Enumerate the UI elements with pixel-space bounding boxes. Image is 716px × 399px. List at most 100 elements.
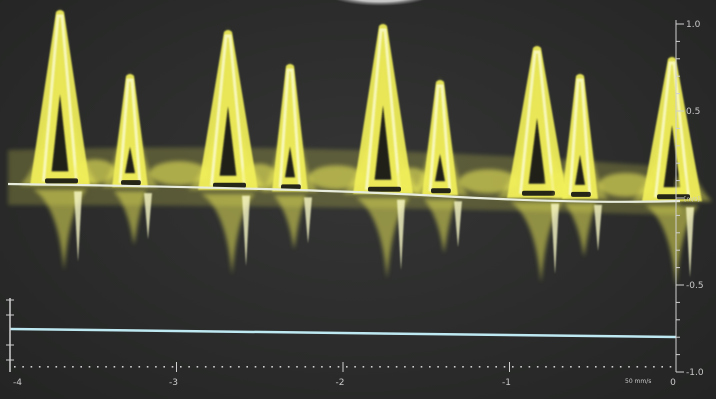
diastolic-flow bbox=[459, 169, 518, 194]
diastolic-flow bbox=[598, 172, 654, 197]
time-axis-dot bbox=[362, 366, 365, 368]
time-axis-dot bbox=[495, 366, 497, 368]
velocity-tick-label: -1.0 bbox=[686, 368, 704, 378]
velocity-tick-label: -0.5 bbox=[686, 281, 704, 291]
peak-bright-edge bbox=[568, 78, 592, 195]
time-axis-dot bbox=[138, 366, 141, 368]
time-axis-dot bbox=[561, 366, 564, 368]
time-axis-dot bbox=[636, 366, 639, 368]
time-axis-dot bbox=[271, 366, 273, 368]
time-axis-dot bbox=[188, 366, 190, 368]
baseline-gap bbox=[281, 184, 301, 190]
velocity-scale-ticks bbox=[676, 23, 684, 373]
diastolic-flow bbox=[74, 159, 116, 184]
diastolic-flow bbox=[675, 175, 687, 200]
time-axis-dot bbox=[155, 366, 157, 368]
time-axis-dot bbox=[296, 366, 298, 368]
spectral-window bbox=[374, 105, 392, 180]
peak-bright-edge bbox=[210, 34, 246, 186]
time-axis-dot bbox=[595, 366, 597, 368]
time-axis-dot bbox=[279, 366, 282, 368]
time-tick-label: -2 bbox=[336, 378, 345, 388]
time-axis-dot bbox=[462, 366, 464, 368]
peak-bright-edge bbox=[519, 50, 555, 194]
time-axis-dot bbox=[238, 366, 240, 368]
peak-bright-edge bbox=[428, 84, 452, 192]
baseline-gap bbox=[571, 191, 591, 197]
time-axis-dots bbox=[14, 366, 672, 368]
time-axis-dot bbox=[619, 366, 622, 368]
time-tick-label: -3 bbox=[169, 378, 178, 388]
left-edge-marks bbox=[6, 299, 14, 361]
reverse-flow-spike bbox=[551, 203, 559, 275]
time-axis-dot bbox=[180, 366, 182, 368]
time-axis-dot bbox=[312, 366, 315, 368]
time-tick-label: 0 bbox=[670, 378, 676, 388]
time-axis-dot bbox=[163, 366, 165, 368]
time-axis-dot bbox=[611, 366, 614, 368]
time-axis-dot bbox=[246, 366, 248, 368]
time-axis-dot bbox=[63, 366, 66, 368]
time-axis-dot bbox=[80, 366, 82, 368]
spectral-window bbox=[434, 154, 446, 182]
time-axis-dot bbox=[379, 366, 381, 368]
peak-bright-edge bbox=[365, 28, 401, 190]
sweep-speed-label: 50 mm/s bbox=[625, 378, 651, 385]
reverse-flow-spike bbox=[242, 195, 250, 267]
time-axis-dot bbox=[113, 366, 116, 368]
time-axis-dot bbox=[38, 366, 41, 368]
time-axis-dot bbox=[130, 366, 132, 368]
reverse-flow bbox=[33, 189, 87, 271]
time-axis-dot bbox=[263, 366, 265, 368]
baseline-gap bbox=[522, 190, 555, 196]
time-axis-dot bbox=[536, 366, 539, 368]
reverse-flow bbox=[201, 193, 255, 275]
reverse-flow-spike bbox=[397, 199, 405, 271]
spectral-window bbox=[219, 106, 237, 176]
time-axis-dot bbox=[229, 366, 232, 368]
doppler-waveform-group bbox=[8, 6, 712, 287]
time-axis-dot bbox=[346, 366, 348, 368]
spectral-window bbox=[284, 146, 296, 178]
baseline-gap bbox=[121, 180, 141, 186]
time-axis-dot bbox=[337, 366, 340, 368]
baseline-gap bbox=[431, 188, 451, 194]
time-axis-dot bbox=[370, 366, 373, 368]
time-axis-dot bbox=[395, 366, 398, 368]
time-axis-dot bbox=[512, 366, 514, 368]
reverse-flow-spike bbox=[594, 204, 602, 252]
reverse-flow-spike bbox=[304, 197, 312, 244]
time-axis-dot bbox=[661, 366, 663, 368]
baseline-gap bbox=[213, 182, 246, 188]
time-axis-labels: -4 -3 -2 -1 0 bbox=[9, 362, 677, 388]
time-axis-dot bbox=[105, 366, 107, 368]
time-axis-dot bbox=[121, 366, 124, 368]
time-axis-dot bbox=[578, 366, 580, 368]
spectral-window bbox=[51, 94, 69, 172]
time-axis-dot bbox=[14, 366, 16, 368]
peak-bright-edge bbox=[118, 78, 142, 184]
time-axis-dot bbox=[603, 366, 605, 368]
time-axis-dot bbox=[429, 366, 431, 368]
velocity-scale-labels: 1.0 0.5 -0.5 -1.0 bbox=[686, 20, 704, 378]
screen-glare bbox=[334, 0, 426, 6]
time-axis-dot bbox=[528, 366, 531, 368]
peak-bright-edge bbox=[654, 61, 690, 198]
time-axis-dot bbox=[420, 366, 423, 368]
time-axis-dot bbox=[437, 366, 439, 368]
baseline-gap bbox=[368, 186, 401, 192]
time-tick-label: -4 bbox=[13, 378, 22, 388]
time-axis-dot bbox=[196, 366, 199, 368]
time-axis-dot bbox=[487, 366, 489, 368]
spectral-window bbox=[124, 146, 136, 174]
reverse-flow bbox=[645, 205, 699, 287]
time-axis-dot bbox=[644, 366, 647, 368]
time-axis-dot bbox=[55, 366, 58, 368]
time-axis-dot bbox=[47, 366, 49, 368]
spectral-window bbox=[528, 117, 546, 184]
peak-bright-edge bbox=[278, 68, 302, 188]
velocity-tick-label: 0.5 bbox=[686, 107, 700, 117]
diastolic-flow bbox=[308, 165, 365, 190]
time-axis-dot bbox=[445, 366, 448, 368]
